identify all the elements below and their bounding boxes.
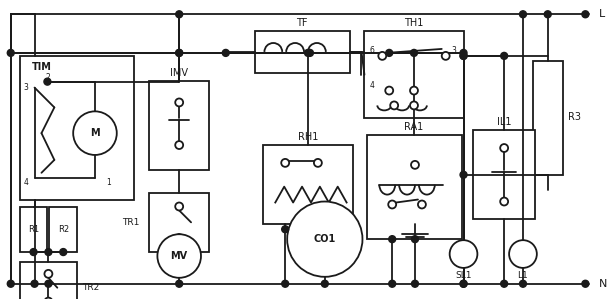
- Text: 1: 1: [106, 178, 111, 187]
- Circle shape: [282, 280, 289, 287]
- Circle shape: [44, 78, 51, 85]
- Circle shape: [378, 52, 386, 60]
- Circle shape: [460, 171, 467, 178]
- Text: TIM: TIM: [32, 62, 51, 72]
- Text: R1: R1: [28, 225, 39, 234]
- Circle shape: [520, 11, 526, 18]
- Text: L1: L1: [518, 271, 528, 280]
- Circle shape: [460, 280, 467, 287]
- Text: L: L: [599, 9, 605, 19]
- Circle shape: [73, 111, 117, 155]
- Circle shape: [45, 298, 53, 300]
- Circle shape: [389, 236, 396, 243]
- Circle shape: [389, 280, 396, 287]
- Circle shape: [314, 159, 322, 167]
- Circle shape: [418, 200, 426, 208]
- Circle shape: [321, 280, 328, 287]
- Text: 4: 4: [370, 81, 375, 90]
- Circle shape: [176, 50, 182, 56]
- Text: M: M: [90, 128, 100, 138]
- Circle shape: [450, 240, 477, 268]
- Text: 4: 4: [23, 178, 28, 187]
- Circle shape: [500, 198, 508, 206]
- Circle shape: [45, 270, 53, 278]
- Circle shape: [509, 240, 537, 268]
- Text: TR2: TR2: [82, 283, 99, 292]
- Circle shape: [175, 202, 183, 210]
- Circle shape: [460, 52, 467, 59]
- Circle shape: [500, 144, 508, 152]
- Circle shape: [388, 200, 396, 208]
- Bar: [149, 81, 209, 170]
- Circle shape: [176, 50, 182, 56]
- Circle shape: [460, 50, 467, 56]
- Bar: [367, 135, 461, 239]
- Circle shape: [176, 280, 182, 287]
- Circle shape: [390, 101, 398, 110]
- Circle shape: [411, 161, 419, 169]
- Text: TF: TF: [296, 18, 308, 28]
- Bar: [20, 56, 133, 200]
- Circle shape: [582, 11, 589, 18]
- Circle shape: [520, 280, 526, 287]
- Text: MV: MV: [171, 251, 188, 261]
- Text: R2: R2: [58, 225, 69, 234]
- Circle shape: [222, 50, 230, 56]
- Text: TH1: TH1: [405, 18, 424, 28]
- Text: TR1: TR1: [122, 218, 139, 227]
- Circle shape: [442, 52, 450, 60]
- Circle shape: [410, 87, 418, 94]
- Circle shape: [175, 234, 183, 242]
- Circle shape: [386, 50, 393, 56]
- Circle shape: [460, 52, 467, 59]
- Bar: [20, 208, 47, 252]
- Bar: [474, 130, 535, 219]
- Text: 3: 3: [23, 83, 28, 92]
- Bar: [263, 145, 353, 224]
- Circle shape: [582, 280, 589, 287]
- Text: RA1: RA1: [405, 122, 424, 132]
- Circle shape: [7, 280, 14, 287]
- Circle shape: [45, 249, 52, 256]
- Text: 3: 3: [451, 46, 456, 56]
- Text: IL1: IL1: [497, 117, 512, 127]
- Circle shape: [411, 236, 419, 243]
- Text: 2: 2: [45, 73, 50, 82]
- Circle shape: [411, 280, 419, 287]
- Text: N: N: [599, 279, 608, 289]
- Circle shape: [411, 50, 417, 56]
- Bar: [50, 208, 77, 252]
- Circle shape: [544, 11, 551, 18]
- Text: 6: 6: [370, 46, 375, 56]
- Bar: [365, 31, 463, 118]
- Circle shape: [460, 280, 467, 287]
- Circle shape: [175, 98, 183, 106]
- Circle shape: [282, 159, 289, 167]
- Circle shape: [30, 249, 37, 256]
- Circle shape: [282, 226, 289, 233]
- Circle shape: [175, 141, 183, 149]
- Text: R3: R3: [567, 112, 581, 122]
- Circle shape: [307, 50, 313, 56]
- Text: IMV: IMV: [170, 68, 188, 78]
- Circle shape: [157, 234, 201, 278]
- Circle shape: [501, 52, 507, 59]
- Circle shape: [305, 50, 312, 56]
- Text: RH1: RH1: [298, 132, 318, 142]
- Circle shape: [287, 202, 362, 277]
- Circle shape: [7, 50, 14, 56]
- Bar: [533, 61, 562, 175]
- Circle shape: [60, 249, 67, 256]
- Circle shape: [45, 280, 52, 287]
- Circle shape: [501, 280, 507, 287]
- Circle shape: [410, 101, 418, 110]
- Circle shape: [176, 11, 182, 18]
- Circle shape: [386, 87, 393, 94]
- Bar: [20, 262, 77, 300]
- Text: SL1: SL1: [455, 271, 472, 280]
- Text: CO1: CO1: [314, 234, 336, 244]
- Bar: [149, 193, 209, 252]
- Circle shape: [31, 280, 38, 287]
- Bar: [255, 31, 349, 73]
